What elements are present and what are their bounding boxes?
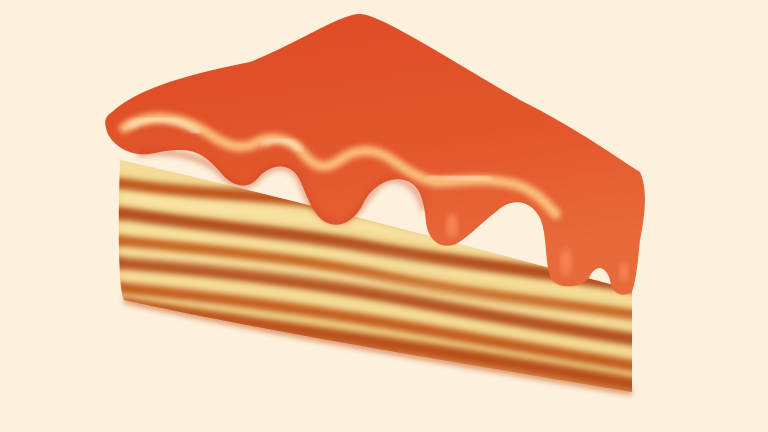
cake-side [118,160,633,395]
icing-top [105,14,645,295]
